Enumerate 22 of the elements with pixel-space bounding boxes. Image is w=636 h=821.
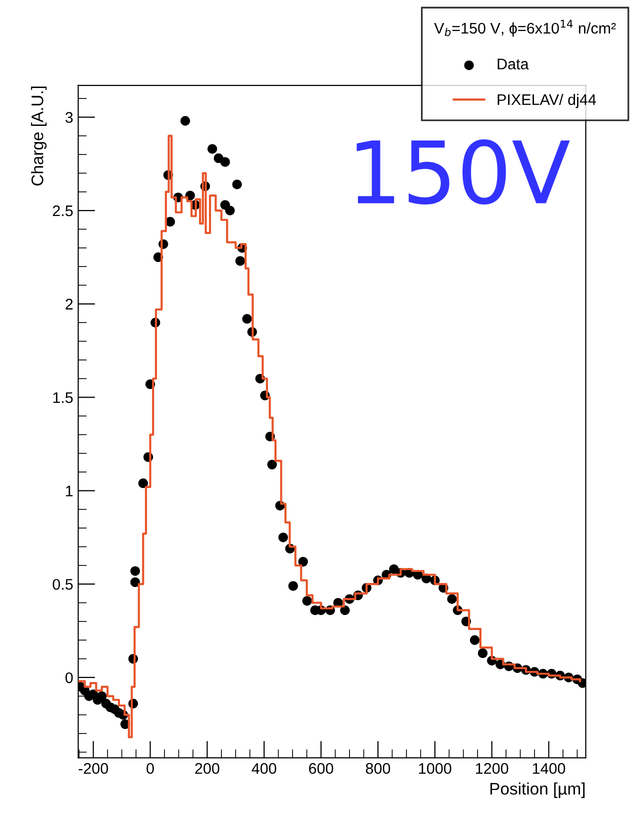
x-axis-title: Position [µm] <box>490 782 585 798</box>
y-tick-label: 0.5 <box>52 578 73 590</box>
x-tick-label: 1200 <box>476 763 508 774</box>
y-tick-label: 0 <box>65 672 73 684</box>
legend-label: PIXELAV/ dj44 <box>498 94 596 108</box>
x-tick-label: 0 <box>146 763 154 774</box>
x-tick-label: 600 <box>309 763 334 774</box>
x-tick-label: 800 <box>366 763 390 774</box>
y-tick-label: 2 <box>66 298 73 310</box>
y-tick-label: 2.5 <box>52 205 73 216</box>
legend-label: Data <box>498 58 529 70</box>
legend-title: V$_{b}$=150 V, ϕ=6x10$^{14}$ n/cm² <box>434 20 616 37</box>
y-axis-title: Charge [A.U.] <box>31 86 47 186</box>
x-tick-label: 200 <box>195 763 220 774</box>
x-tick-label: 1000 <box>419 763 452 774</box>
x-tick-label: -200 <box>78 763 108 774</box>
annotation: 150V <box>356 139 570 205</box>
y-tick-label: 3 <box>65 112 73 123</box>
x-tick-label: 400 <box>252 763 276 774</box>
y-tick-label: 1.5 <box>53 392 73 403</box>
x-tick-label: 1400 <box>532 763 566 774</box>
y-tick-label: 1 <box>66 486 73 496</box>
